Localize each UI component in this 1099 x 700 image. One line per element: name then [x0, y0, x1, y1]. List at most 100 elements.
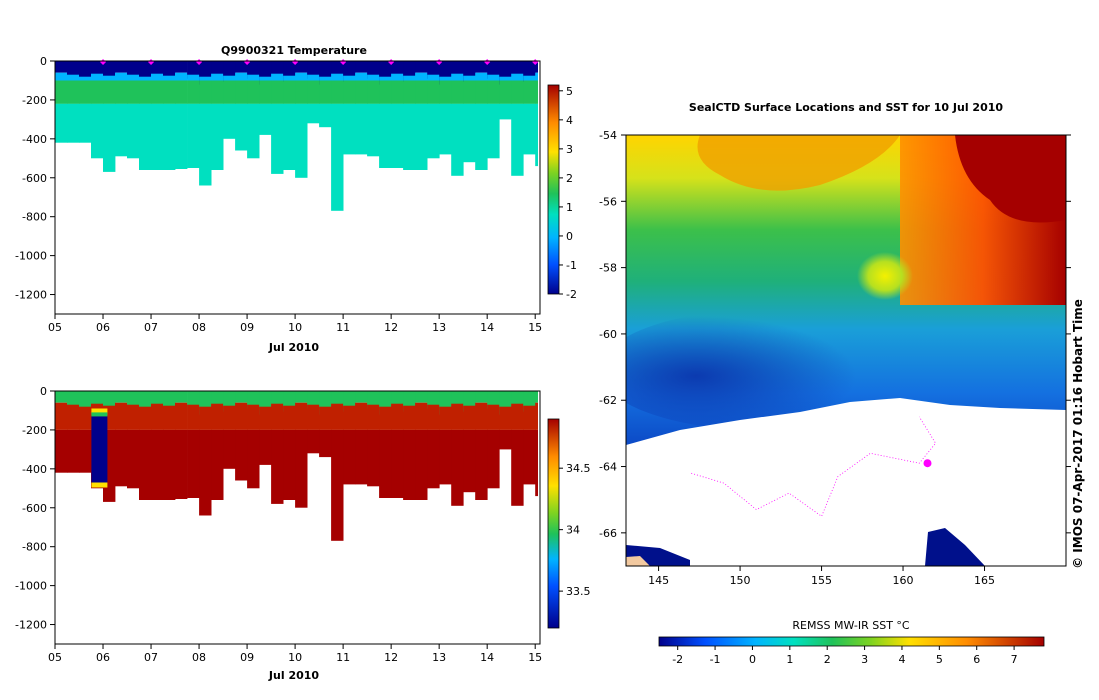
temperature-profiles [55, 61, 538, 211]
temperature-cell [283, 103, 296, 170]
salinity-x-axis: 05 06 07 08 09 10 11 12 13 14 15 [48, 644, 542, 664]
y-tick-label: -400 [22, 463, 47, 476]
map-latitude-axis: -54 -56 -58 -60 -62 -64 -66 [599, 129, 1071, 540]
salinity-cell [355, 402, 368, 430]
temperature-cell [331, 80, 344, 104]
salinity-cell [247, 429, 260, 489]
lon-tick-label: 155 [811, 574, 832, 587]
temperature-cell [211, 80, 224, 104]
salinity-cell [283, 429, 296, 500]
temperature-cell [55, 80, 68, 104]
salinity-cell [403, 429, 416, 500]
temperature-cell [439, 80, 452, 104]
temperature-cell [391, 80, 404, 104]
salinity-cell [295, 391, 308, 403]
temperature-cell [319, 76, 332, 81]
sst-colorbar [658, 636, 1045, 647]
salinity-cell [151, 429, 164, 500]
temperature-cell [403, 80, 416, 104]
salinity-cell [235, 402, 248, 430]
temperature-cell [307, 80, 320, 104]
x-tick-label: 14 [480, 651, 494, 664]
salinity-cell [115, 391, 128, 403]
temperature-cell [343, 75, 356, 81]
x-tick-label: 08 [192, 321, 206, 334]
salinity-cell [307, 404, 320, 430]
temperature-xlabel: Jul 2010 [268, 341, 319, 354]
temperature-cell [367, 61, 380, 79]
salinity-cell [307, 429, 320, 454]
temperature-cell [235, 80, 248, 104]
temperature-cell [211, 103, 224, 170]
salinity-cell [391, 391, 404, 406]
temperature-cell [343, 80, 356, 104]
lon-tick-label: 160 [893, 574, 914, 587]
anomalous-salinity-bottom [91, 482, 108, 488]
temperature-cell [355, 103, 368, 155]
temperature-cell [307, 74, 320, 81]
salinity-cell [235, 429, 248, 481]
temperature-cell [67, 80, 80, 104]
x-tick-label: 05 [48, 651, 62, 664]
temperature-cell [391, 103, 404, 168]
lat-tick-label: -62 [599, 394, 617, 407]
salinity-cell [343, 405, 356, 430]
x-tick-label: 15 [528, 651, 542, 664]
salinity-cell [187, 404, 200, 430]
temperature-cell [319, 80, 332, 104]
temperature-cell [259, 103, 272, 135]
temperature-cell [67, 103, 80, 143]
salinity-cell [475, 402, 488, 430]
temperature-cell [391, 73, 404, 81]
temperature-cell [199, 103, 212, 186]
y-tick-label: -800 [22, 541, 47, 554]
temperature-cell [295, 72, 308, 81]
temperature-cell [475, 103, 488, 170]
salinity-cell [451, 391, 464, 406]
lat-tick-label: -58 [599, 262, 617, 275]
temperature-cell [175, 80, 188, 104]
temperature-cell [259, 76, 272, 81]
salinity-profiles [55, 391, 538, 541]
salinity-cell [199, 429, 212, 516]
salinity-cell [367, 429, 380, 487]
salinity-cell [271, 429, 284, 504]
salinity-cell [139, 429, 152, 500]
temperature-cell [451, 73, 464, 81]
temperature-cell [367, 74, 380, 81]
temperature-cell [151, 103, 164, 170]
temperature-cell [451, 103, 464, 176]
temperature-cell [175, 103, 188, 169]
temperature-cell [79, 76, 92, 81]
colorbar-tick-label: -2 [566, 288, 577, 301]
temperature-cell [91, 73, 104, 81]
sst-warm-patch [697, 135, 900, 191]
temperature-cell [223, 75, 236, 81]
temperature-cell [103, 75, 116, 81]
temperature-cell [127, 61, 140, 79]
salinity-cell [439, 406, 452, 430]
temperature-cell [175, 72, 188, 81]
salinity-cell [379, 406, 392, 430]
temperature-cell [403, 103, 416, 170]
temperature-cell [55, 103, 68, 143]
temperature-cell [187, 103, 200, 168]
salinity-cell [451, 429, 464, 506]
salinity-cell [475, 391, 488, 403]
salinity-y-axis: 0 -200 -400 -600 -800 -1000 -1200 [15, 385, 55, 632]
x-tick-label: 12 [384, 651, 398, 664]
salinity-cell [187, 429, 200, 498]
salinity-cell [67, 404, 80, 430]
sst-colorbar-tick-label: 4 [898, 653, 905, 666]
x-tick-label: 08 [192, 651, 206, 664]
temperature-cell [199, 80, 212, 104]
salinity-cell [439, 429, 452, 485]
salinity-cell [391, 429, 404, 498]
temperature-cell [415, 61, 428, 73]
sst-warm-eddy [857, 252, 913, 300]
sst-colorbar-tick-label: 7 [1011, 653, 1018, 666]
temperature-cell [523, 80, 536, 104]
salinity-cell [427, 429, 440, 489]
temperature-cell [475, 72, 488, 81]
salinity-cell [211, 403, 224, 430]
